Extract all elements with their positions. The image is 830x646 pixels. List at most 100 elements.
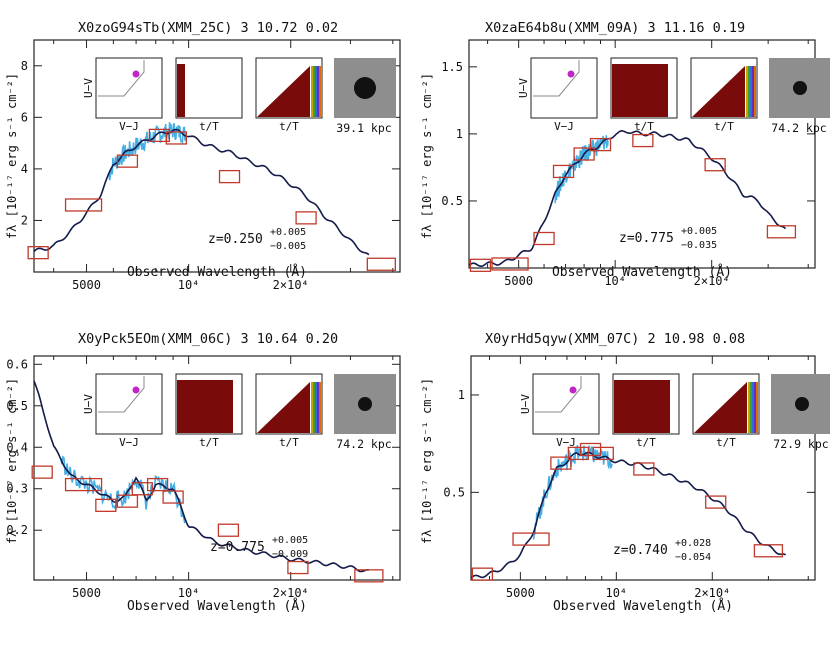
plot-frame: [33, 355, 401, 581]
uv-label: U−V: [519, 394, 532, 414]
kpc-label: 72.9 kpc: [773, 437, 828, 451]
cumulative-sfh-inset: t/T: [255, 373, 323, 449]
photometry-box: [218, 169, 241, 184]
uvj-frame: [95, 57, 163, 119]
image-stamp: 74.2 kpc: [334, 374, 396, 451]
uvj-point: [569, 386, 577, 394]
uvj-inset: V−J U−V: [82, 57, 163, 133]
photometry-box: [295, 211, 317, 225]
photometry-box: [165, 131, 187, 145]
sfh-inset: t/T: [612, 373, 680, 449]
grism-spectrum: [532, 445, 613, 540]
sfh-tT-label: t/T: [199, 120, 219, 133]
photometry-box: [366, 257, 396, 271]
cum-color-band: [756, 382, 758, 433]
cum-color-band: [754, 382, 756, 433]
photometry-box: [579, 442, 602, 457]
photometry-box: [287, 560, 309, 575]
sfh-bar: [177, 64, 185, 117]
uv-label: U−V: [82, 394, 95, 414]
kpc-label: 74.2 kpc: [771, 121, 826, 135]
photometry-box: [64, 477, 103, 492]
cum-color-band: [750, 66, 752, 117]
uvj-inset: V−J U−V: [82, 373, 163, 449]
grism-spectrum: [60, 455, 187, 524]
photometry-box: [95, 498, 117, 512]
redshift-upper-error: +0.028: [675, 538, 711, 549]
cum-tT-label: t/T: [279, 436, 299, 449]
cum-color-band: [319, 382, 321, 433]
vj-label: V−J: [556, 436, 576, 449]
x-tick-label: 5000: [506, 586, 535, 600]
redshift-label: z=0.775: [619, 231, 674, 246]
sfh-bar: [614, 380, 670, 433]
y-tick-label: 1.5: [441, 60, 463, 74]
vj-label: V−J: [119, 120, 139, 133]
model-sed-line: [33, 128, 370, 256]
photometry-box: [632, 133, 654, 148]
x-tick-label: 5000: [72, 278, 101, 292]
uvj-boundary: [98, 376, 145, 413]
photometry-box: [589, 137, 612, 152]
cum-color-band: [746, 66, 748, 117]
cum-fill: [694, 382, 747, 433]
sfh-bar: [612, 64, 668, 117]
panel-2: X0zaE64b8u(XMM_09A) 3 11.16 0.19 5000 10⁴…: [415, 0, 830, 321]
cum-color-band: [752, 66, 754, 117]
cum-color-band: [315, 382, 317, 433]
photometry-box: [354, 569, 384, 583]
redshift-upper-error: +0.005: [270, 227, 306, 238]
cumulative-sfh-inset: t/T: [692, 373, 760, 449]
x-tick-label: 2×10⁴: [694, 586, 730, 600]
uvj-frame: [532, 373, 600, 435]
sfh-inset: t/T: [175, 373, 243, 449]
plot-frame: [33, 39, 401, 273]
cum-color-band: [754, 66, 756, 117]
y-axis-label: fλ [10⁻¹⁷ erg s⁻¹ cm⁻²]: [5, 378, 19, 544]
x-tick-label: 2×10⁴: [273, 586, 309, 600]
photometry-box: [567, 446, 589, 461]
redshift-upper-error: +0.005: [272, 535, 308, 546]
y-tick-label: 2: [21, 213, 28, 227]
cum-color-band: [311, 382, 313, 433]
x-tick-label: 10⁴: [178, 278, 200, 292]
sfh-inset: t/T: [610, 57, 678, 133]
y-axis-label: fλ [10⁻¹⁷ erg s⁻¹ cm⁻²]: [420, 378, 434, 544]
grism-spectrum: [107, 122, 187, 181]
x-axis-label: Observed Wavelength (Å): [552, 264, 732, 280]
cum-color-band: [317, 382, 319, 433]
x-axis-label: Observed Wavelength (Å): [127, 264, 307, 280]
panel-4: X0yrHd5qyw(XMM_07C) 2 10.98 0.08 5000 10⁴…: [415, 321, 830, 642]
photometry-box: [550, 456, 572, 470]
stamp-galaxy: [795, 397, 809, 411]
uvj-frame: [530, 57, 598, 119]
image-stamp: 74.2 kpc: [769, 58, 830, 135]
cum-tT-label: t/T: [279, 120, 299, 133]
sfh-bar: [177, 380, 233, 433]
cum-tT-label: t/T: [714, 120, 734, 133]
uvj-point: [567, 70, 575, 78]
x-tick-label: 2×10⁴: [694, 274, 730, 288]
uvj-inset: V−J U−V: [519, 373, 600, 449]
panel-title: X0zaE64b8u(XMM_09A) 3 11.16 0.19: [485, 20, 746, 36]
photometry-box: [217, 523, 240, 537]
cum-color-band: [748, 66, 750, 117]
cumulative-sfh-inset: t/T: [690, 57, 758, 133]
photometry-box: [116, 494, 139, 508]
uvj-inset: V−J U−V: [517, 57, 598, 133]
photometry-box: [146, 477, 169, 492]
photometry-box: [148, 128, 171, 143]
sfh-frame: [175, 57, 243, 119]
uvj-boundary: [535, 376, 582, 413]
cum-color-band: [315, 66, 317, 117]
redshift-lower-error: −0.035: [681, 240, 717, 251]
photometry-box: [533, 231, 555, 246]
x-tick-label: 10⁴: [605, 586, 627, 600]
cum-color-band: [319, 66, 321, 117]
photometry-box: [573, 147, 595, 161]
y-tick-label: 8: [21, 59, 28, 73]
stamp-galaxy: [354, 77, 376, 99]
cumulative-sfh-inset: t/T: [255, 57, 323, 133]
cum-fill: [257, 66, 310, 117]
